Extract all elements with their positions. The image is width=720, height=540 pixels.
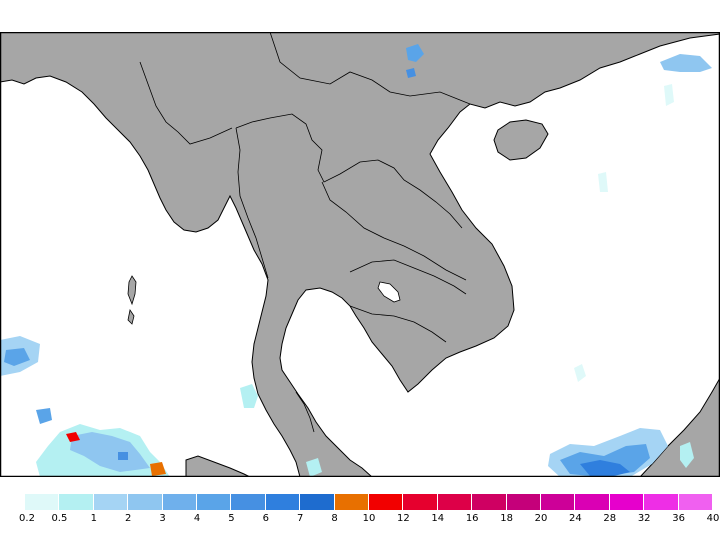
legend-label: 0.5 xyxy=(51,513,68,524)
legend-swatch xyxy=(25,494,60,510)
legend-swatch xyxy=(575,494,610,510)
legend-swatch xyxy=(541,494,576,510)
color-legend xyxy=(25,494,713,510)
legend-swatch xyxy=(644,494,679,510)
legend-label: 7 xyxy=(297,513,304,524)
legend-swatch xyxy=(93,494,129,510)
legend-swatch xyxy=(678,494,713,510)
tonle-sap-lake xyxy=(377,281,401,303)
legend-swatch xyxy=(162,494,197,510)
borneo-land xyxy=(639,376,720,477)
legend-swatch xyxy=(128,494,163,510)
legend-label: 32 xyxy=(637,513,651,524)
legend-label: 28 xyxy=(603,513,617,524)
legend-swatch xyxy=(197,494,232,510)
legend-label: 0.2 xyxy=(19,513,35,524)
legend-swatch xyxy=(609,494,645,510)
legend-label: 40 xyxy=(706,513,720,524)
legend-label: 8 xyxy=(331,513,338,524)
legend-label: 2 xyxy=(125,513,132,524)
legend-swatch xyxy=(265,494,301,510)
legend-swatch xyxy=(231,494,266,510)
legend-label: 5 xyxy=(228,513,235,524)
legend-label: 20 xyxy=(534,513,548,524)
mainland-land xyxy=(0,32,720,477)
legend-label: 12 xyxy=(397,513,410,524)
legend-label: 14 xyxy=(431,513,445,524)
country-borders xyxy=(139,32,471,433)
legend-label: 4 xyxy=(193,513,201,524)
legend-swatch xyxy=(506,494,541,510)
hainan-island xyxy=(493,119,549,161)
legend-label: 1 xyxy=(90,513,97,524)
precipitation-areas xyxy=(0,44,712,477)
legend-label: 36 xyxy=(672,513,685,524)
legend-swatch xyxy=(59,494,94,510)
legend-label: 6 xyxy=(262,513,269,524)
legend-swatch xyxy=(334,494,369,510)
legend-swatch xyxy=(369,494,404,510)
legend-label: 18 xyxy=(500,513,513,524)
legend-label: 16 xyxy=(465,513,479,524)
legend-swatch xyxy=(403,494,438,510)
legend-swatch xyxy=(437,494,473,510)
legend-label: 3 xyxy=(159,513,166,524)
legend-swatch xyxy=(300,494,335,510)
legend-swatch xyxy=(472,494,507,510)
andaman-islands xyxy=(127,275,137,325)
sumatra-land xyxy=(185,455,251,477)
precipitation-map xyxy=(0,32,720,477)
legend-label: 24 xyxy=(569,513,582,524)
legend-label: 10 xyxy=(362,513,376,524)
